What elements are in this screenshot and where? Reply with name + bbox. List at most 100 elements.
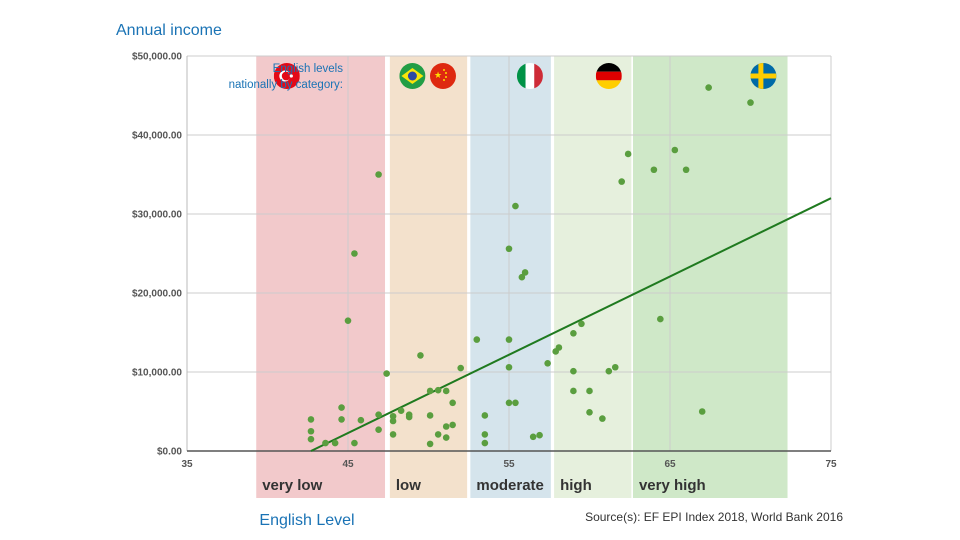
data-point bbox=[570, 387, 577, 395]
trendline bbox=[310, 197, 832, 452]
band-label-moderate: moderate bbox=[476, 477, 544, 494]
data-point bbox=[351, 439, 358, 447]
data-point bbox=[338, 416, 345, 423]
legend-caption-line2: nationally by category: bbox=[229, 79, 343, 91]
data-point bbox=[357, 416, 365, 424]
band-low bbox=[389, 56, 468, 498]
data-point bbox=[338, 404, 345, 411]
data-point bbox=[555, 344, 563, 351]
data-point bbox=[570, 367, 577, 375]
svg-text:★: ★ bbox=[434, 71, 442, 81]
italy-flag bbox=[516, 63, 543, 89]
data-point bbox=[611, 363, 619, 371]
data-point bbox=[505, 245, 513, 253]
data-point bbox=[397, 407, 405, 415]
data-point bbox=[705, 84, 712, 91]
data-point bbox=[570, 329, 577, 337]
band-labels: very low low moderate high very high bbox=[262, 477, 705, 494]
data-point bbox=[578, 320, 585, 328]
data-point bbox=[405, 413, 413, 421]
data-point bbox=[521, 269, 529, 276]
turkey-flag bbox=[273, 63, 300, 89]
gridlines bbox=[187, 55, 832, 452]
data-point bbox=[442, 387, 450, 395]
axes: $0.00 $10,000.00 $20,000.00 $30,000.00 $40,0… bbox=[132, 52, 837, 471]
trendline-line bbox=[310, 197, 832, 452]
data-point bbox=[375, 411, 382, 418]
data-point bbox=[682, 166, 690, 174]
data-point bbox=[307, 427, 315, 435]
germany-flag bbox=[595, 63, 622, 89]
china-flag: ★ bbox=[429, 63, 456, 89]
data-point bbox=[457, 364, 465, 372]
band-label-very-high: very high bbox=[639, 477, 706, 494]
data-point bbox=[442, 423, 450, 430]
data-point bbox=[544, 360, 551, 367]
x-tick-label: 45 bbox=[342, 459, 354, 470]
data-point bbox=[518, 273, 526, 281]
band-very-high bbox=[632, 56, 788, 498]
x-tick-label: 55 bbox=[503, 459, 515, 470]
data-point bbox=[747, 99, 754, 106]
data-point bbox=[698, 408, 706, 415]
data-point bbox=[650, 166, 658, 174]
data-point bbox=[586, 408, 593, 416]
data-points bbox=[307, 84, 754, 448]
data-point bbox=[473, 336, 481, 343]
data-point bbox=[426, 387, 434, 395]
x-tick-label: 35 bbox=[181, 459, 193, 470]
band-moderate bbox=[470, 56, 551, 498]
band-label-low: low bbox=[396, 477, 421, 494]
data-point bbox=[536, 431, 543, 439]
data-point bbox=[481, 412, 489, 419]
data-point bbox=[307, 435, 315, 443]
y-tick-label: $0.00 bbox=[157, 447, 182, 458]
data-point bbox=[383, 370, 390, 377]
data-point bbox=[512, 202, 519, 210]
data-point bbox=[671, 146, 679, 154]
data-point bbox=[586, 387, 593, 395]
data-point bbox=[389, 412, 397, 420]
data-point bbox=[505, 363, 513, 371]
data-point bbox=[599, 415, 606, 422]
data-point bbox=[657, 315, 664, 323]
y-tick-label: $20,000.00 bbox=[132, 289, 182, 300]
y-tick-label: $40,000.00 bbox=[132, 131, 182, 142]
data-point bbox=[331, 439, 339, 447]
data-point bbox=[624, 150, 632, 158]
x-tick-label: 65 bbox=[664, 459, 676, 470]
data-point bbox=[375, 171, 382, 178]
sweden-flag bbox=[750, 63, 777, 89]
category-bands bbox=[256, 56, 788, 498]
band-label-very-low: very low bbox=[262, 477, 322, 494]
band-very-low bbox=[256, 56, 386, 498]
data-point bbox=[442, 434, 450, 441]
legend-caption-line1: English levels bbox=[273, 63, 344, 75]
data-point bbox=[512, 399, 519, 407]
band-label-high: high bbox=[560, 477, 592, 494]
data-point bbox=[505, 336, 513, 343]
data-point bbox=[426, 412, 434, 419]
data-point bbox=[434, 386, 442, 394]
data-point bbox=[351, 250, 358, 257]
data-point bbox=[481, 439, 489, 447]
data-point bbox=[344, 317, 352, 324]
data-point bbox=[389, 431, 397, 438]
data-point bbox=[307, 416, 315, 423]
data-point bbox=[434, 431, 442, 438]
flags: ★ bbox=[273, 63, 777, 89]
data-point bbox=[375, 426, 382, 433]
brazil-flag bbox=[399, 63, 426, 89]
data-point bbox=[417, 352, 424, 359]
chart-title: Annual income bbox=[116, 22, 222, 39]
data-point bbox=[529, 433, 537, 441]
x-axis-label: English Level bbox=[259, 512, 354, 529]
y-tick-label: $10,000.00 bbox=[132, 368, 182, 379]
y-tick-label: $30,000.00 bbox=[132, 210, 182, 221]
data-point bbox=[322, 439, 329, 447]
data-point bbox=[505, 399, 513, 407]
data-point bbox=[449, 399, 456, 407]
source-note: Source(s): EF EPI Index 2018, World Bank… bbox=[585, 510, 843, 524]
band-high bbox=[554, 56, 632, 498]
